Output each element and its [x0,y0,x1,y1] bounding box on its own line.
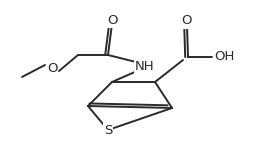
Text: NH: NH [135,61,155,73]
Text: OH: OH [214,51,234,63]
Text: O: O [47,62,57,74]
Text: S: S [104,123,112,136]
Text: O: O [182,14,192,28]
Text: O: O [107,13,117,27]
